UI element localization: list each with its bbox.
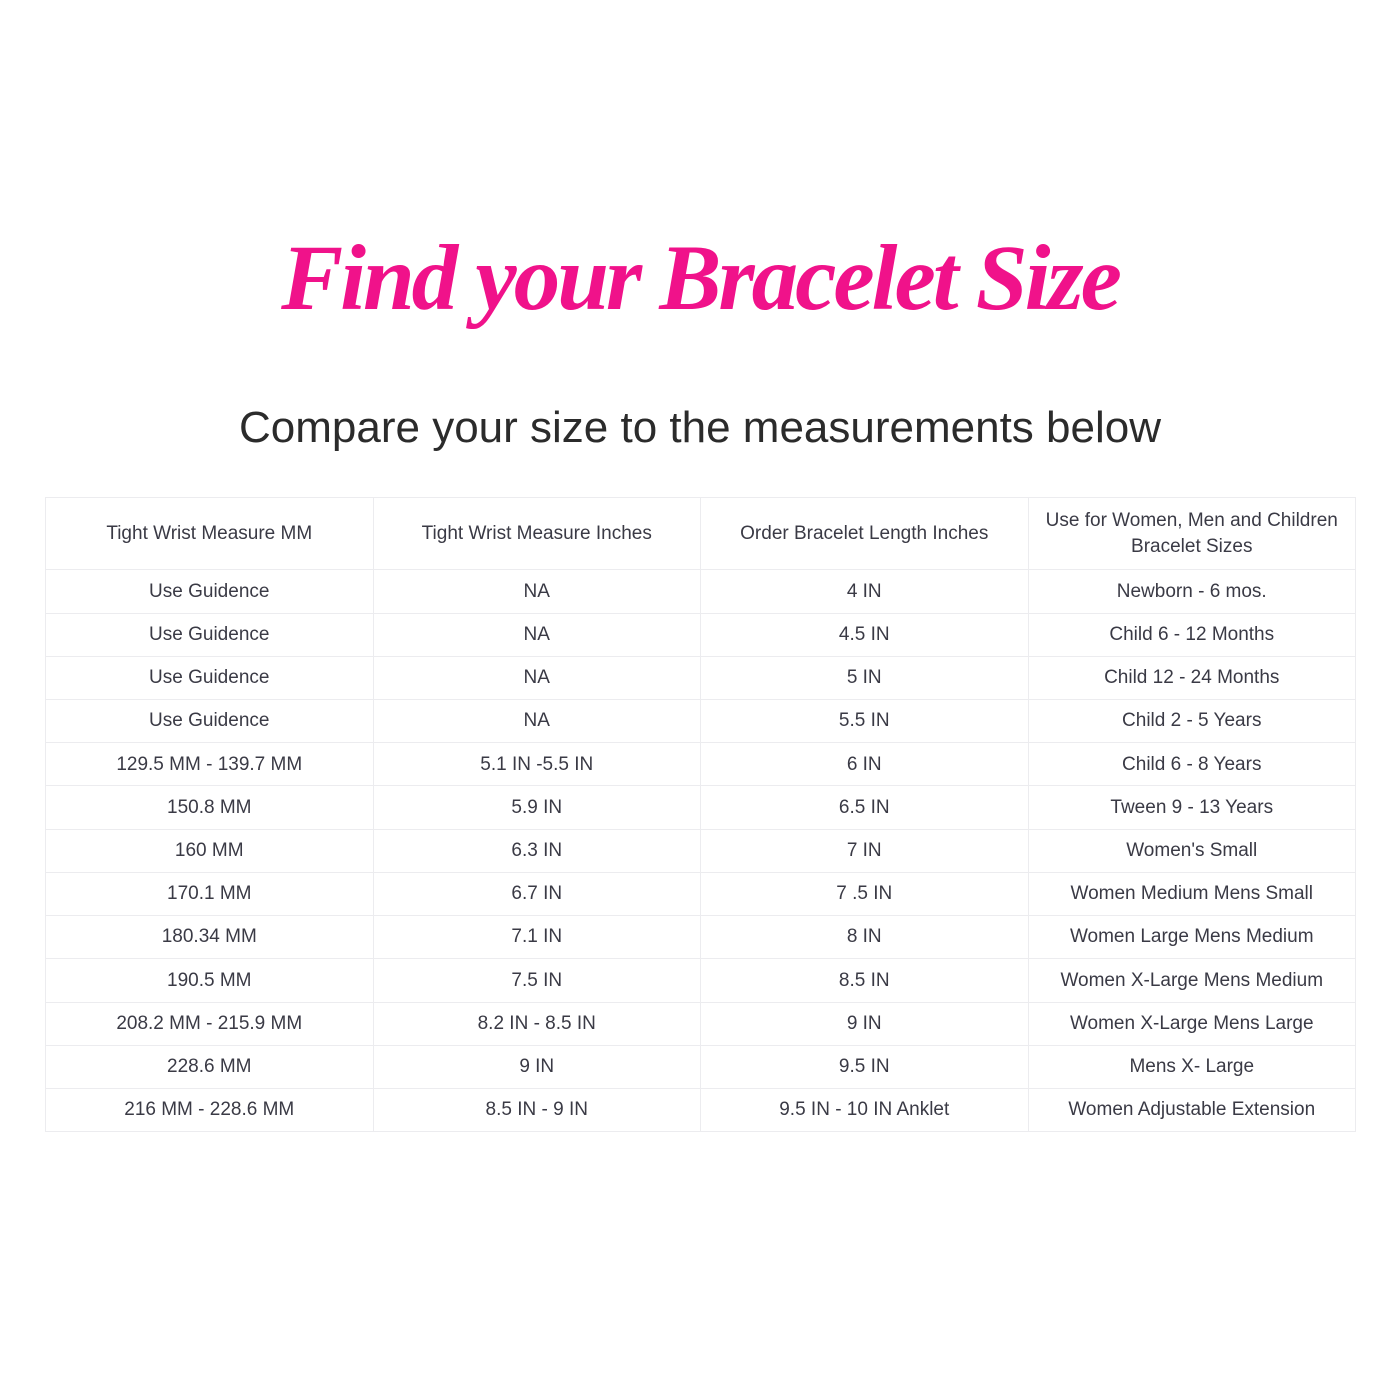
- svg-text:Find your Bracelet Size: Find your Bracelet Size: [280, 227, 1121, 330]
